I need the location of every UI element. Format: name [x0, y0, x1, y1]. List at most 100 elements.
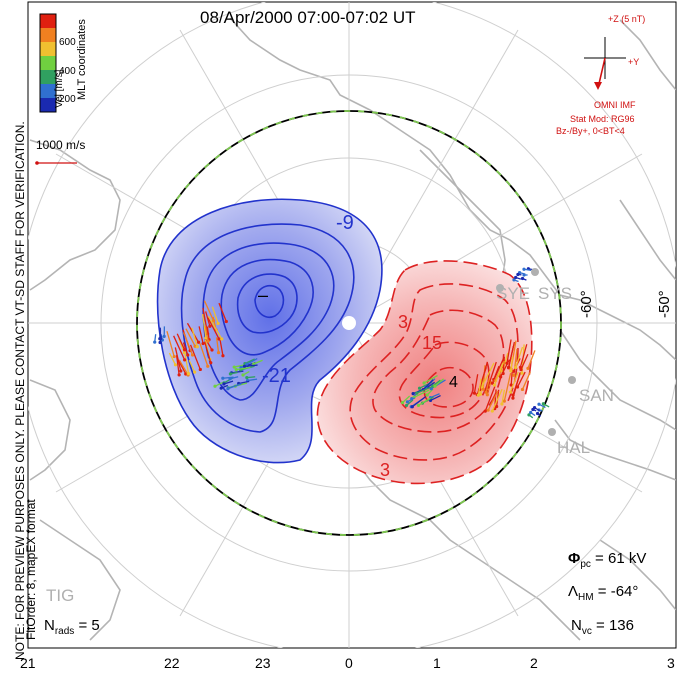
mlt-tick-22: 22	[164, 655, 180, 671]
velocity-vector-origin	[400, 401, 405, 405]
velocity-vector	[219, 338, 224, 356]
velocity-vector	[500, 359, 510, 378]
station-san: SAN	[579, 386, 614, 405]
velocity-vector	[527, 350, 536, 369]
colorbar-segment	[40, 28, 56, 42]
velocity-vector	[198, 326, 204, 344]
velocity-vector	[205, 311, 211, 327]
velocity-vector-origin	[433, 384, 437, 388]
velocity-vector-origin	[520, 276, 525, 281]
velocity-vector	[183, 351, 190, 374]
colorbar-segment	[40, 42, 56, 56]
colorbar-tick-400: 400	[59, 66, 76, 77]
velocity-vector-origin	[483, 409, 487, 413]
velocity-vector-origin	[204, 336, 208, 340]
velocity-vector	[506, 339, 512, 364]
velocity-vector-origin	[224, 319, 228, 324]
imf-condition: Bz-/By+, 0<BT<4	[556, 126, 625, 136]
velocity-vector-origin	[486, 408, 490, 412]
velocity-vector-origin	[245, 376, 249, 380]
velocity-vector	[515, 346, 524, 368]
velocity-vector-origin	[415, 391, 419, 395]
contour-label-15: 15	[422, 333, 443, 353]
velocity-vector	[173, 335, 186, 361]
contour-label-3-outer: 3	[380, 460, 391, 480]
cross-polar-cap-potential: Φpc = 61 kV	[568, 550, 647, 570]
velocity-vector	[493, 365, 500, 380]
velocity-vector	[178, 359, 189, 376]
velocity-vector-origin	[512, 369, 516, 373]
velocity-vector-origin	[172, 354, 176, 359]
velocity-vector	[168, 352, 177, 366]
velocity-vector-origin	[201, 341, 205, 346]
velocity-vector-origin	[537, 402, 541, 406]
velocity-vector-origin	[228, 377, 232, 381]
station-tig: TIG	[46, 586, 75, 605]
velocity-vector-origin	[518, 365, 522, 369]
velocity-vector-origin	[522, 267, 526, 271]
velocity-vector	[487, 361, 497, 388]
velocity-vector-origin	[219, 386, 223, 390]
station-hal: HAL	[557, 438, 591, 457]
heppner-maynard-latitude: ΛHM = -64°	[568, 583, 639, 603]
velocity-vector	[166, 330, 175, 357]
velocity-vector	[411, 396, 427, 408]
magnetic-pole	[342, 316, 356, 330]
velocity-vector	[182, 332, 194, 356]
velocity-vector	[484, 386, 496, 412]
velocity-vector-origin	[430, 384, 435, 388]
velocity-vector-origin	[411, 392, 415, 396]
contour-label-max: 4	[449, 374, 458, 391]
velocity-vector	[485, 378, 490, 393]
velocity-vector	[509, 371, 519, 393]
mlt-tick-0: 0	[345, 655, 353, 671]
velocity-vector-origin	[472, 391, 477, 395]
station-markers	[496, 268, 576, 436]
velocity-vector-origin	[514, 275, 518, 280]
fit-order: FitOrder: 8, mapEX format	[24, 499, 38, 640]
velocity-vector-origin	[416, 403, 421, 407]
velocity-vector-origin	[186, 371, 191, 376]
contour-label-3: 3	[398, 312, 409, 332]
velocity-vector	[510, 370, 513, 386]
velocity-vector-origin	[529, 410, 533, 415]
velocity-vector-origin	[541, 402, 545, 406]
velocity-vector-origin	[216, 351, 221, 355]
reference-vector	[35, 161, 77, 165]
velocity-vector	[479, 361, 489, 390]
velocity-vector-origin	[232, 365, 236, 369]
velocity-vector	[185, 328, 196, 347]
colorbar-segment	[40, 56, 56, 70]
velocity-vector-origin	[196, 340, 201, 344]
velocity-vector	[211, 306, 219, 324]
velocity-vector	[191, 327, 198, 347]
mlt-coordinates-label: MLT coordinates	[76, 19, 88, 100]
velocity-vector-origin	[182, 351, 186, 355]
mlt-tick-21: 21	[20, 655, 36, 671]
velocity-vector	[246, 358, 258, 365]
velocity-vector-origin	[182, 348, 187, 352]
imf-dial	[584, 37, 626, 90]
velocity-vector	[512, 372, 521, 399]
velocity-vector	[493, 362, 504, 386]
velocity-vector-origin	[484, 390, 488, 394]
velocity-vector	[473, 374, 479, 394]
velocity-vector-origin	[514, 365, 518, 370]
velocity-vector	[188, 359, 196, 373]
velocity-vector	[501, 389, 506, 405]
velocity-vector	[222, 376, 234, 379]
velocity-vector-origin	[422, 381, 426, 385]
velocity-vector-origin	[502, 399, 506, 403]
mlt-tick-3: 3	[667, 655, 675, 671]
contour-label-neg27: –	[258, 285, 269, 305]
map-title: 08/Apr/2000 07:00-07:02 UT	[200, 8, 416, 27]
velocity-vector	[231, 370, 244, 374]
velocity-vector-origin	[499, 375, 503, 379]
velocity-vector	[422, 379, 434, 391]
velocity-vector-origin	[405, 400, 409, 404]
velocity-vector-origin	[492, 383, 497, 387]
velocity-vector-origin	[242, 364, 247, 368]
velocity-vector-origin	[234, 368, 238, 372]
velocity-vector-origin	[193, 370, 197, 374]
positive-convection-cell	[316, 260, 533, 485]
